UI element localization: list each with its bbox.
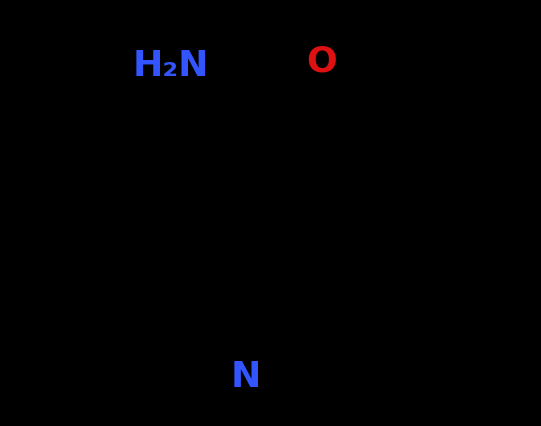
- Text: H₂N: H₂N: [132, 49, 209, 83]
- Text: N: N: [231, 360, 261, 394]
- Text: O: O: [307, 45, 337, 79]
